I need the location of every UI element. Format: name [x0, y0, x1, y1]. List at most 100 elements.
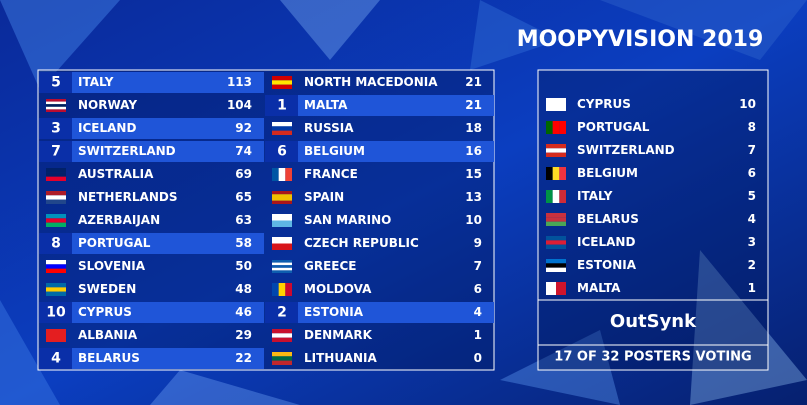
received-points: 6: [277, 144, 287, 160]
flag: [46, 268, 66, 273]
flag: [46, 109, 66, 112]
total-points: 92: [235, 121, 252, 135]
flag: [552, 167, 560, 180]
vote-points: 4: [748, 212, 756, 226]
highlight-row: [298, 302, 494, 323]
total-points: 104: [227, 98, 252, 112]
flag: [546, 221, 566, 226]
vote-points: 2: [748, 258, 756, 272]
flag: [546, 259, 566, 264]
total-points: 9: [474, 236, 482, 250]
country-name: SLOVENIA: [78, 259, 146, 273]
flag: [46, 264, 66, 269]
flag: [546, 282, 556, 295]
flag: [552, 121, 560, 134]
received-cell: [265, 95, 298, 116]
country-name: CZECH REPUBLIC: [304, 236, 419, 250]
received-cell: [39, 233, 72, 254]
vote-country: BELARUS: [577, 212, 639, 226]
vote-points: 7: [748, 143, 756, 157]
total-points: 0: [474, 351, 482, 365]
country-name: DENMARK: [304, 328, 373, 342]
country-name: AZERBAIJAN: [78, 213, 160, 227]
flag: [272, 197, 292, 201]
country-name: RUSSIA: [304, 121, 354, 135]
flag: [272, 220, 292, 227]
votes-panel: [537, 69, 769, 371]
received-points: 5: [51, 75, 61, 91]
vote-country: MALTA: [577, 281, 621, 295]
highlight-row: [298, 95, 494, 116]
total-points: 69: [235, 167, 252, 181]
flag: [272, 283, 279, 296]
flag: [546, 240, 566, 245]
total-points: 65: [235, 190, 252, 204]
flag: [278, 168, 286, 181]
total-points: 63: [235, 213, 252, 227]
highlight-row: [72, 118, 264, 139]
country-name: BELARUS: [78, 351, 140, 365]
country-name: LITHUANIA: [304, 351, 378, 365]
total-points: 58: [235, 236, 252, 250]
flag: [546, 104, 566, 111]
country-name: MALTA: [304, 98, 348, 112]
total-points: 7: [474, 259, 482, 273]
flag: [272, 356, 292, 361]
flag: [272, 200, 292, 204]
flag: [559, 190, 566, 203]
country-name: AUSTRALIA: [78, 167, 154, 181]
flag: [46, 104, 66, 107]
vote-points: 1: [748, 281, 756, 295]
voter-name: OutSynk: [610, 311, 697, 332]
flag: [46, 287, 66, 292]
vote-country: ICELAND: [577, 235, 635, 249]
received-cell: [265, 302, 298, 323]
total-points: 16: [465, 144, 482, 158]
flag: [552, 190, 560, 203]
flag: [272, 262, 292, 266]
flag: [546, 236, 566, 241]
country-name: FRANCE: [304, 167, 358, 181]
vote-points: 3: [748, 235, 756, 249]
vote-points: 10: [739, 97, 756, 111]
flag: [272, 191, 292, 195]
flag: [546, 144, 566, 149]
flag: [272, 237, 292, 244]
country-name: NORWAY: [78, 98, 137, 112]
country-name: ESTONIA: [304, 305, 364, 319]
highlight-row: [72, 302, 264, 323]
flag: [559, 121, 566, 134]
flag: [272, 337, 292, 342]
vote-country: ITALY: [577, 189, 613, 203]
highlight-row: [72, 348, 264, 369]
flag: [546, 98, 566, 105]
received-points: 7: [51, 144, 61, 160]
country-name: SPAIN: [304, 190, 344, 204]
flag: [285, 283, 292, 296]
flag: [272, 265, 292, 268]
flag: [272, 333, 292, 338]
received-points: 2: [277, 305, 287, 321]
flag: [272, 194, 292, 198]
flag: [272, 80, 292, 85]
vote-country: ESTONIA: [577, 258, 637, 272]
flag: [46, 291, 66, 296]
flag: [546, 167, 553, 180]
flag: [546, 121, 553, 134]
flag: [546, 244, 566, 249]
flag: [285, 168, 292, 181]
vote-points: 8: [748, 120, 756, 134]
flag: [272, 126, 292, 131]
highlight-row: [72, 72, 264, 93]
flag: [546, 148, 566, 153]
flag: [272, 84, 292, 89]
flag: [272, 122, 292, 127]
received-points: 10: [46, 305, 66, 321]
flag: [546, 190, 553, 203]
flag: [46, 176, 66, 181]
flag: [272, 270, 292, 273]
flag: [272, 168, 279, 181]
